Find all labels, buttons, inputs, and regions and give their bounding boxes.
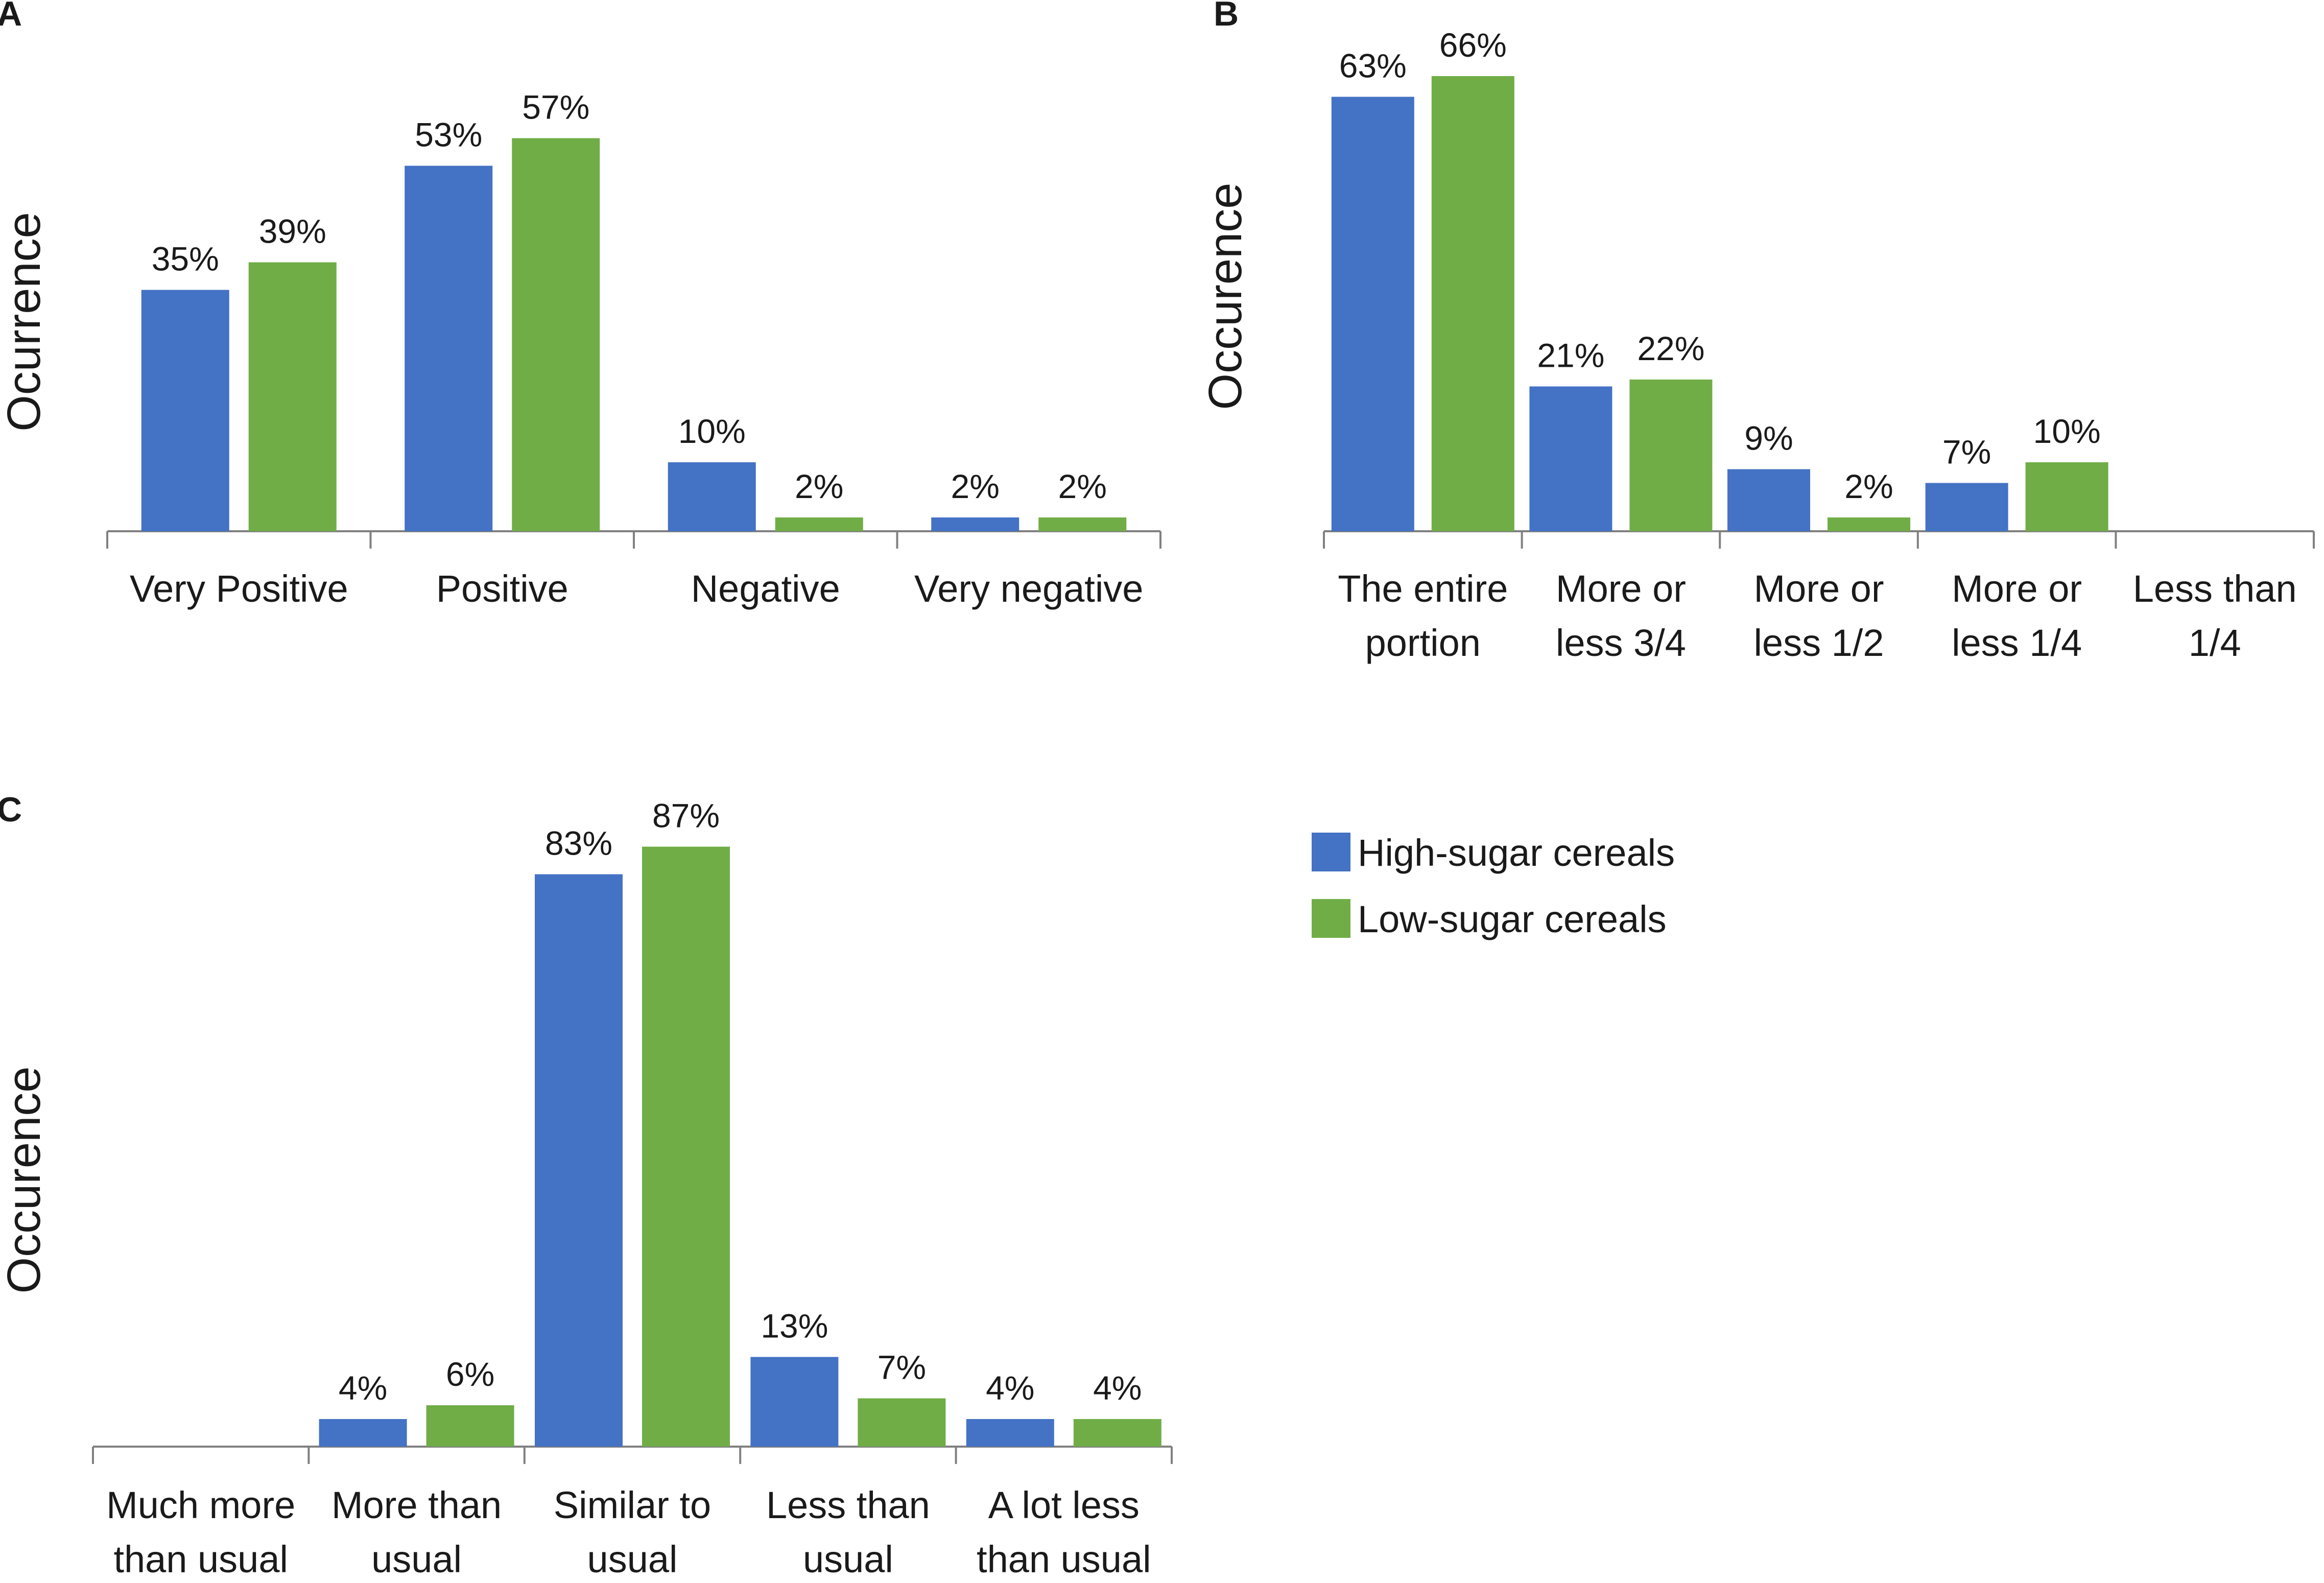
legend-swatch-low-sugar — [1312, 899, 1350, 938]
x-tick-label: Positive — [436, 568, 568, 610]
data-label: 22% — [1637, 329, 1704, 367]
x-tick-label: Very Positive — [130, 568, 348, 610]
data-label: 53% — [415, 116, 482, 154]
data-label: 9% — [1744, 419, 1793, 457]
x-tick-label: More or less 1/2 — [1753, 568, 1884, 664]
x-tick-label: Very negative — [914, 568, 1143, 610]
bar-low-sugar — [248, 262, 337, 531]
data-label: 10% — [678, 412, 746, 450]
y-axis-label: Ocurrence — [0, 212, 50, 432]
data-label: 4% — [339, 1369, 387, 1407]
bar-low-sugar — [1828, 517, 1910, 531]
y-axis-label: Occurence — [1199, 183, 1251, 410]
legend-label-high-sugar: High-sugar cereals — [1358, 832, 1675, 874]
bar-high-sugar — [931, 517, 1019, 531]
panel-letter: B — [1214, 0, 1239, 33]
bar-low-sugar — [1073, 1419, 1161, 1447]
x-tick-label: Negative — [691, 568, 840, 610]
data-label: 2% — [1058, 467, 1107, 505]
data-label: 87% — [652, 797, 720, 835]
legend: High-sugar cereals Low-sugar cereals — [1312, 832, 1675, 940]
panel-letter: A — [0, 0, 22, 33]
panel-c: C Occurence Much more than usual More than… — [0, 790, 1173, 1580]
x-tick-label: More or less 1/4 — [1952, 568, 2082, 664]
x-tick-label: A lot less than usual — [977, 1484, 1151, 1580]
bar-high-sugar — [405, 166, 493, 531]
bar-low-sugar — [858, 1398, 946, 1447]
x-tick-label: More or less 3/4 — [1556, 568, 1686, 664]
bar-low-sugar — [512, 138, 600, 531]
panel-letter: C — [0, 790, 22, 829]
bar-high-sugar — [319, 1419, 407, 1447]
bar-high-sugar — [1529, 386, 1612, 531]
data-label: 2% — [795, 467, 843, 505]
data-label: 35% — [152, 240, 219, 278]
bar-high-sugar — [1925, 483, 2008, 531]
x-tick-label: More than usual — [331, 1484, 502, 1580]
bar-low-sugar — [1431, 76, 1514, 531]
data-label: 7% — [878, 1349, 926, 1386]
data-label: 57% — [522, 88, 589, 126]
bar-low-sugar — [2025, 462, 2108, 531]
legend-label-low-sugar: Low-sugar cereals — [1358, 898, 1667, 940]
data-label: 4% — [986, 1369, 1034, 1407]
legend-swatch-high-sugar — [1312, 833, 1350, 871]
data-label: 21% — [1537, 337, 1604, 374]
bar-high-sugar — [966, 1419, 1054, 1447]
data-label: 66% — [1439, 26, 1507, 64]
panel-a: A Ocurrence Very Positive 35% 39% Positive 5… — [0, 0, 1161, 610]
bar-low-sugar — [642, 846, 730, 1447]
data-label: 10% — [2033, 412, 2101, 450]
bar-low-sugar — [775, 517, 863, 531]
data-label: 6% — [446, 1355, 494, 1393]
bar-low-sugar — [426, 1405, 514, 1447]
x-tick-label: The entire portion — [1338, 568, 1508, 664]
data-label: 4% — [1093, 1369, 1142, 1407]
data-label: 2% — [1844, 467, 1893, 505]
bar-high-sugar — [141, 290, 229, 531]
bar-low-sugar — [1038, 517, 1127, 531]
x-tick-label: Much more than usual — [106, 1484, 295, 1580]
bar-high-sugar — [1727, 469, 1810, 531]
x-tick-label: Less than usual — [766, 1484, 930, 1580]
bar-high-sugar — [535, 874, 623, 1447]
x-tick-label: Less than 1/4 — [2133, 568, 2297, 664]
panel-b: B Occurence The entire portion 63% 66% More … — [1199, 0, 2315, 664]
data-label: 13% — [761, 1307, 828, 1345]
x-tick-label: Similar to usual — [554, 1484, 711, 1580]
data-label: 39% — [259, 212, 326, 250]
y-axis-label: Occurence — [0, 1067, 50, 1294]
bar-high-sugar — [668, 462, 756, 531]
bar-high-sugar — [750, 1357, 839, 1447]
bar-low-sugar — [1629, 380, 1713, 531]
data-label: 63% — [1339, 47, 1407, 85]
data-label: 83% — [545, 824, 612, 862]
bar-high-sugar — [1331, 97, 1414, 531]
data-label: 2% — [951, 467, 1000, 505]
data-label: 7% — [1942, 433, 1991, 471]
